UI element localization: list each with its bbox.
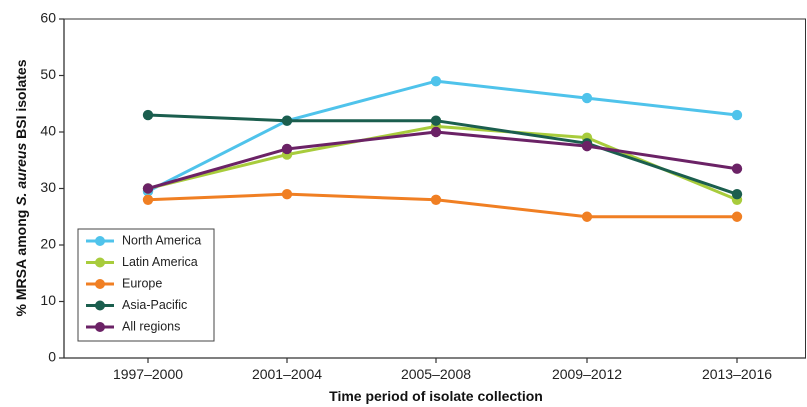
data-point-asia-pacific — [731, 188, 743, 200]
data-point-north-america — [731, 109, 743, 121]
data-point-asia-pacific — [142, 109, 154, 121]
y-tick-label: 10 — [40, 292, 56, 308]
y-tick-label: 60 — [40, 10, 56, 26]
data-point-europe — [142, 194, 154, 205]
legend-item-latin-america: Latin America — [86, 255, 198, 269]
legend-label: Europe — [122, 276, 162, 290]
y-axis-title-part-3: BSI isolates — [13, 59, 29, 142]
series-line-all-regions — [146, 130, 739, 190]
legend-label: All regions — [122, 319, 180, 333]
legend-item-asia-pacific: Asia-Pacific — [86, 298, 187, 312]
legend-marker — [95, 257, 105, 268]
legend-marker — [95, 236, 105, 246]
x-tick-label: 1997–2000 — [113, 366, 183, 382]
data-point-north-america — [581, 92, 593, 104]
data-point-europe — [581, 211, 593, 222]
series-layer — [142, 75, 743, 222]
legend-marker — [95, 300, 105, 311]
legend-marker — [95, 322, 105, 332]
legend-item-north-america: North America — [86, 233, 201, 247]
data-point-asia-pacific — [430, 115, 442, 126]
tick-labels: 0 10 20 30 40 50 60 1997–2000 2001–2004 2005–2008… — [40, 10, 772, 382]
y-axis-title-species: S. aureus — [13, 143, 29, 206]
data-point-all-regions — [281, 143, 293, 155]
series-line-north-america — [146, 79, 739, 193]
x-tick-label: 2009–2012 — [552, 366, 622, 382]
series-line-europe — [146, 192, 739, 219]
y-axis-title-part-1: % MRSA among — [13, 206, 29, 317]
data-point-north-america — [430, 75, 442, 87]
svg-text:% MRSA among S. aureus BSI iso: % MRSA among S. aureus BSI isolates — [13, 59, 29, 316]
x-tick-label: 2005–2008 — [401, 366, 471, 382]
data-point-europe — [731, 211, 743, 222]
y-tick-label: 0 — [48, 349, 56, 365]
legend-label: Latin America — [122, 255, 198, 269]
series-all-regions — [142, 126, 743, 194]
y-axis-title: % MRSA among S. aureus BSI isolates — [13, 59, 29, 316]
data-point-all-regions — [731, 163, 743, 174]
data-point-asia-pacific — [281, 115, 293, 126]
axes — [59, 18, 806, 363]
x-tick-label: 2013–2016 — [702, 366, 772, 382]
legend-label: North America — [122, 233, 201, 247]
y-tick-label: 50 — [40, 66, 56, 82]
legend: North America Latin America Europe Asia-Pac… — [77, 228, 215, 342]
data-point-all-regions — [142, 183, 154, 194]
series-north-america — [142, 75, 743, 197]
data-point-all-regions — [581, 140, 593, 152]
legend-item-all-regions: All regions — [86, 319, 180, 333]
y-tick-label: 40 — [40, 123, 56, 139]
data-point-europe — [281, 188, 293, 200]
legend-item-europe: Europe — [86, 276, 162, 290]
series-europe — [142, 188, 743, 222]
y-tick-label: 20 — [40, 236, 56, 252]
legend-marker — [95, 279, 105, 289]
data-point-europe — [430, 194, 442, 205]
legend-label: Asia-Pacific — [122, 298, 187, 312]
x-tick-label: 2001–2004 — [252, 366, 322, 382]
data-point-all-regions — [430, 126, 442, 138]
y-tick-label: 30 — [40, 179, 56, 195]
x-axis-title: Time period of isolate collection — [329, 388, 543, 404]
